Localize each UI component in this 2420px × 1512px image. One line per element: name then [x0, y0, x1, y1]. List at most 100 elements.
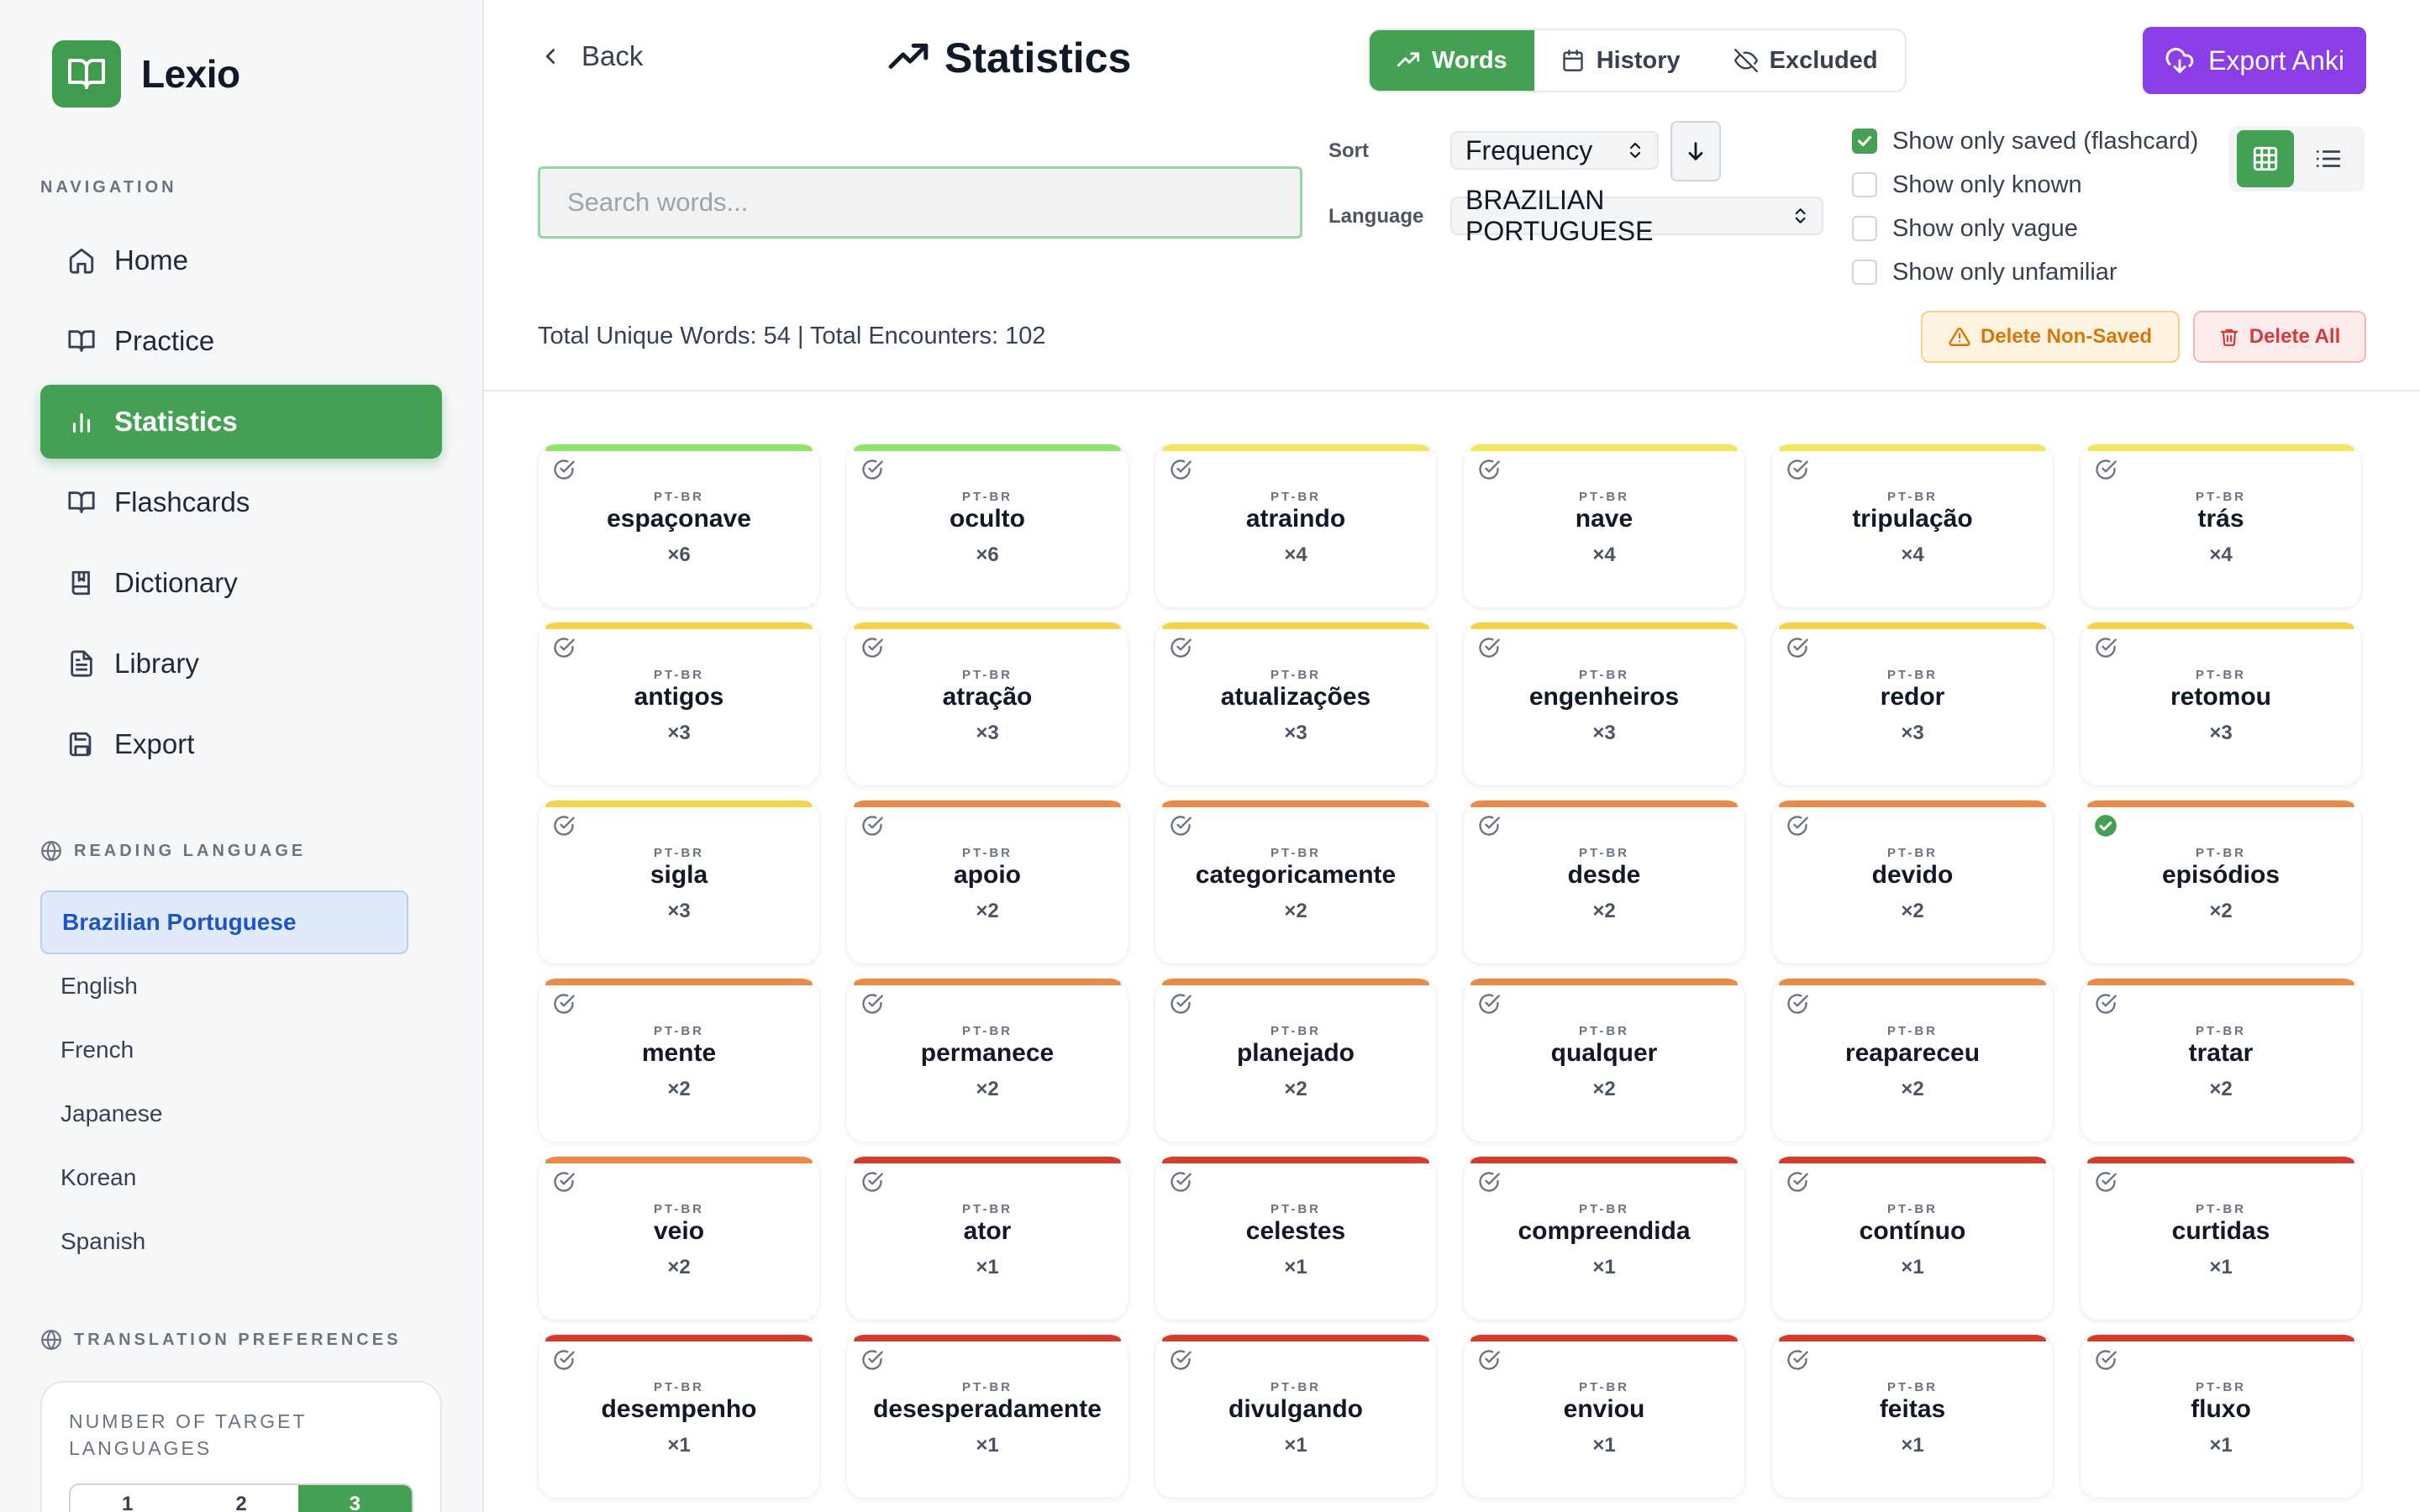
save-check-icon[interactable]: [1169, 636, 1192, 659]
language-option-spanish[interactable]: Spanish: [60, 1228, 146, 1254]
grid-view-button[interactable]: [2236, 130, 2294, 187]
word-card[interactable]: PT-BR qualquer ×2: [1463, 978, 1745, 1142]
sidebar-item-library[interactable]: Library: [40, 627, 442, 701]
word-card[interactable]: PT-BR trás ×4: [2080, 444, 2362, 608]
word-card[interactable]: PT-BR nave ×4: [1463, 444, 1745, 608]
word-card[interactable]: PT-BR desesperadamente ×1: [846, 1334, 1128, 1499]
save-check-icon[interactable]: [1169, 992, 1192, 1016]
sidebar-item-practice[interactable]: Practice: [40, 304, 442, 378]
word-card[interactable]: PT-BR fluxo ×1: [2080, 1334, 2362, 1499]
save-check-icon[interactable]: [1169, 458, 1192, 481]
checkbox[interactable]: [1852, 216, 1877, 241]
save-check-icon[interactable]: [1169, 814, 1192, 837]
save-check-icon[interactable]: [860, 992, 884, 1016]
word-card[interactable]: PT-BR retomou ×3: [2080, 622, 2362, 786]
save-check-icon[interactable]: [552, 458, 576, 481]
saved-check-icon[interactable]: [2094, 814, 2118, 837]
save-check-icon[interactable]: [2094, 992, 2118, 1016]
filter-known-only[interactable]: Show only known: [1852, 163, 2198, 207]
save-check-icon[interactable]: [1786, 1170, 1809, 1194]
word-card[interactable]: PT-BR enviou ×1: [1463, 1334, 1745, 1499]
word-card[interactable]: PT-BR tripulação ×4: [1771, 444, 2054, 608]
export-anki-button[interactable]: Export Anki: [2143, 27, 2366, 94]
save-check-icon[interactable]: [860, 636, 884, 659]
save-check-icon[interactable]: [1477, 1170, 1501, 1194]
search-input[interactable]: [538, 166, 1302, 239]
language-option-english[interactable]: English: [60, 973, 138, 999]
filter-unfamiliar-only[interactable]: Show only unfamiliar: [1852, 250, 2198, 294]
back-button[interactable]: Back: [538, 40, 643, 72]
sidebar-item-flashcards[interactable]: Flashcards: [40, 465, 442, 539]
word-card[interactable]: PT-BR atualizações ×3: [1155, 622, 1437, 786]
save-check-icon[interactable]: [552, 992, 576, 1016]
word-card[interactable]: PT-BR reapareceu ×2: [1771, 978, 2054, 1142]
save-check-icon[interactable]: [860, 1170, 884, 1194]
word-card[interactable]: PT-BR oculto ×6: [846, 444, 1128, 608]
word-card[interactable]: PT-BR categoricamente ×2: [1155, 800, 1437, 964]
tab-excluded[interactable]: Excluded: [1707, 30, 1905, 91]
save-check-icon[interactable]: [1786, 636, 1809, 659]
save-check-icon[interactable]: [2094, 1348, 2118, 1372]
language-option-french[interactable]: French: [60, 1037, 134, 1063]
tab-history[interactable]: History: [1534, 30, 1707, 91]
sidebar-item-dictionary[interactable]: Dictionary: [40, 546, 442, 620]
word-card[interactable]: PT-BR apoio ×2: [846, 800, 1128, 964]
word-card[interactable]: PT-BR atraindo ×4: [1155, 444, 1437, 608]
delete-all-button[interactable]: Delete All: [2193, 311, 2366, 363]
word-card[interactable]: PT-BR episódios ×2: [2080, 800, 2362, 964]
word-card[interactable]: PT-BR devido ×2: [1771, 800, 2054, 964]
save-check-icon[interactable]: [1786, 992, 1809, 1016]
sidebar-item-home[interactable]: Home: [40, 223, 442, 297]
target-languages-option-1[interactable]: 1: [121, 1493, 134, 1512]
sort-select[interactable]: Frequency: [1450, 131, 1659, 170]
target-languages-option-3[interactable]: 3: [297, 1485, 412, 1512]
checkbox[interactable]: [1852, 129, 1877, 154]
word-card[interactable]: PT-BR antigos ×3: [538, 622, 820, 786]
save-check-icon[interactable]: [860, 458, 884, 481]
language-option-korean[interactable]: Korean: [60, 1164, 137, 1190]
save-check-icon[interactable]: [1477, 458, 1501, 481]
save-check-icon[interactable]: [1169, 1170, 1192, 1194]
save-check-icon[interactable]: [860, 1348, 884, 1372]
save-check-icon[interactable]: [1477, 1348, 1501, 1372]
word-card[interactable]: PT-BR engenheiros ×3: [1463, 622, 1745, 786]
language-option-brazilian-portuguese[interactable]: Brazilian Portuguese: [40, 890, 408, 954]
word-card[interactable]: PT-BR redor ×3: [1771, 622, 2054, 786]
save-check-icon[interactable]: [2094, 636, 2118, 659]
delete-non-saved-button[interactable]: Delete Non-Saved: [1921, 311, 2180, 363]
language-select[interactable]: BRAZILIAN PORTUGUESE: [1450, 185, 1823, 246]
word-card[interactable]: PT-BR contínuo ×1: [1771, 1156, 2054, 1320]
language-option-japanese[interactable]: Japanese: [60, 1100, 163, 1126]
save-check-icon[interactable]: [1786, 1348, 1809, 1372]
word-card[interactable]: PT-BR veio ×2: [538, 1156, 820, 1320]
save-check-icon[interactable]: [860, 814, 884, 837]
save-check-icon[interactable]: [1477, 814, 1501, 837]
save-check-icon[interactable]: [552, 1170, 576, 1194]
word-card[interactable]: PT-BR sigla ×3: [538, 800, 820, 964]
filter-saved-only[interactable]: Show only saved (flashcard): [1852, 119, 2198, 163]
tab-words[interactable]: Words: [1370, 30, 1534, 91]
sidebar-item-statistics[interactable]: Statistics: [40, 385, 442, 459]
save-check-icon[interactable]: [552, 814, 576, 837]
save-check-icon[interactable]: [1786, 458, 1809, 481]
word-card[interactable]: PT-BR planejado ×2: [1155, 978, 1437, 1142]
word-card[interactable]: PT-BR mente ×2: [538, 978, 820, 1142]
sidebar-item-export[interactable]: Export: [40, 707, 442, 781]
word-card[interactable]: PT-BR tratar ×2: [2080, 978, 2362, 1142]
word-card[interactable]: PT-BR espaçonave ×6: [538, 444, 820, 608]
word-card[interactable]: PT-BR compreendida ×1: [1463, 1156, 1745, 1320]
save-check-icon[interactable]: [1786, 814, 1809, 837]
word-card[interactable]: PT-BR curtidas ×1: [2080, 1156, 2362, 1320]
save-check-icon[interactable]: [552, 636, 576, 659]
save-check-icon[interactable]: [2094, 1170, 2118, 1194]
brand[interactable]: Lexio: [52, 40, 240, 108]
save-check-icon[interactable]: [1477, 636, 1501, 659]
word-card[interactable]: PT-BR atração ×3: [846, 622, 1128, 786]
list-view-button[interactable]: [2300, 130, 2357, 187]
checkbox[interactable]: [1852, 260, 1877, 285]
sort-direction-button[interactable]: [1670, 121, 1721, 181]
word-card[interactable]: PT-BR celestes ×1: [1155, 1156, 1437, 1320]
word-card[interactable]: PT-BR desde ×2: [1463, 800, 1745, 964]
target-languages-option-2[interactable]: 2: [235, 1493, 247, 1512]
word-card[interactable]: PT-BR permanece ×2: [846, 978, 1128, 1142]
